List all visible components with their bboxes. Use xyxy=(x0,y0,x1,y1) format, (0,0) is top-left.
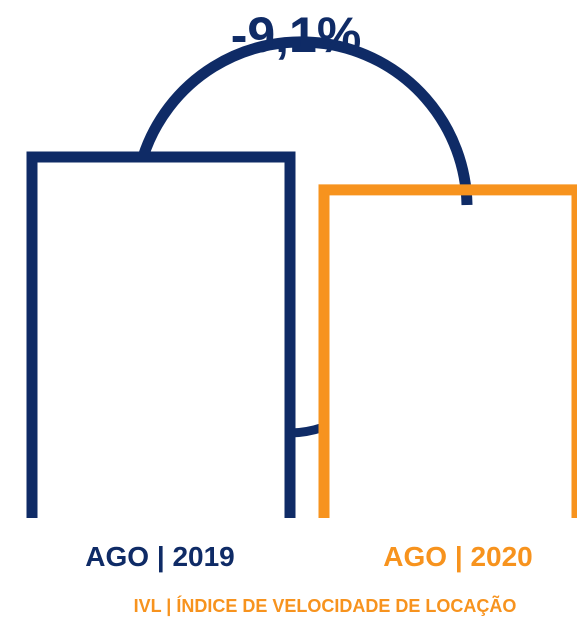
change-arc xyxy=(137,36,473,206)
bar-2019 xyxy=(26,151,296,518)
category-label-2020: AGO | 2020 xyxy=(383,541,532,572)
bar-2020 xyxy=(318,184,577,518)
chart-footer: IVL | ÍNDICE DE VELOCIDADE DE LOCAÇÃO xyxy=(134,595,517,616)
change-label: -9,1% xyxy=(231,7,362,63)
category-label-2019: AGO | 2019 xyxy=(85,541,234,572)
